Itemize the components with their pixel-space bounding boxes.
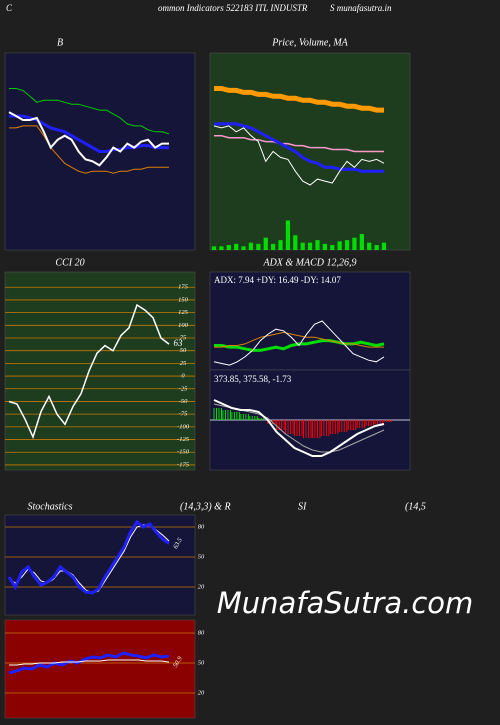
annotation: ADX: 7.94 +DY: 16.49 -DY: 14.07 [214, 275, 341, 285]
annotation: 373.85, 375.58, -1.73 [214, 374, 292, 384]
y-tick-label: -150 [177, 449, 190, 456]
y-tick-label: -25 [179, 385, 188, 392]
y-tick-label: 125 [178, 309, 189, 316]
line-series [9, 659, 170, 666]
bar [234, 243, 239, 250]
watermark: MunafaSutra.com [217, 586, 474, 620]
bar [307, 242, 313, 250]
line-series [214, 339, 385, 352]
bar [352, 237, 357, 250]
y-tick-label: 100 [178, 322, 189, 329]
y-tick-label: -100 [177, 423, 190, 430]
y-tick-label: 50 [198, 553, 205, 560]
panel [4, 271, 196, 471]
bar [211, 246, 217, 250]
rsi-title: SI [298, 501, 307, 512]
bar [330, 245, 335, 250]
y-tick-label: 50 [198, 659, 205, 666]
bar [256, 243, 261, 250]
line-series [214, 86, 384, 113]
bar [285, 220, 291, 250]
chart-title: CCI 20 [55, 257, 84, 268]
chart-title: ADX & MACD 12,26,9 [262, 257, 356, 268]
chart-title: B [57, 37, 63, 48]
bar [263, 237, 268, 250]
y-tick-label: 0 [181, 373, 185, 380]
line-series [8, 651, 170, 675]
bar [271, 243, 276, 250]
bar [219, 246, 224, 250]
y-tick-label: -50 [179, 398, 188, 405]
header-right: S munafasutra.in [330, 3, 392, 13]
stoch-params: (14,3,3) & R [180, 501, 231, 512]
bar [226, 245, 231, 250]
y-tick-label: 25 [180, 360, 187, 367]
rsi-params: (14,5 [405, 501, 426, 512]
y-tick-label: 20 [198, 583, 205, 590]
value-label: 63 [174, 338, 184, 348]
y-tick-label: -75 [179, 411, 188, 418]
panel [4, 514, 196, 616]
line-series [213, 399, 385, 457]
y-tick-label: 80 [198, 629, 205, 636]
line-series [9, 125, 169, 174]
y-tick-label: 150 [178, 296, 189, 303]
line-series [213, 320, 385, 366]
line-series [214, 122, 384, 173]
y-tick-label: 75 [180, 334, 187, 341]
bar [300, 242, 305, 250]
panel [209, 271, 411, 371]
line-series [8, 303, 170, 440]
line-series [213, 125, 385, 186]
bar [374, 245, 379, 250]
bar [344, 240, 350, 250]
bar [322, 243, 327, 250]
y-tick-label: 80 [198, 523, 205, 530]
bar [315, 240, 320, 250]
header-middle: ommon Indicators 522183 ITL INDUSTR [158, 3, 308, 13]
line-series [9, 114, 169, 153]
y-tick-label: 50 [180, 347, 187, 354]
bar [278, 240, 283, 250]
bar [359, 233, 364, 250]
bar [293, 235, 298, 250]
y-tick-label: 20 [198, 689, 205, 696]
y-tick-label: -125 [177, 436, 190, 443]
bar [337, 241, 342, 250]
line-series [214, 331, 384, 348]
header-left: C [6, 3, 13, 13]
bar [381, 242, 387, 250]
bar [367, 242, 372, 250]
y-tick-label: 175 [178, 284, 189, 291]
chart-title: Stochastics [28, 501, 73, 512]
panel [4, 619, 196, 719]
line-series [7, 519, 170, 595]
bar [241, 246, 246, 250]
line-series [214, 134, 384, 153]
chart-title: Price, Volume, MA [271, 37, 348, 48]
y-tick-label: -175 [177, 461, 190, 468]
line-series [9, 88, 170, 135]
bar [248, 242, 254, 250]
line-series [8, 111, 169, 167]
